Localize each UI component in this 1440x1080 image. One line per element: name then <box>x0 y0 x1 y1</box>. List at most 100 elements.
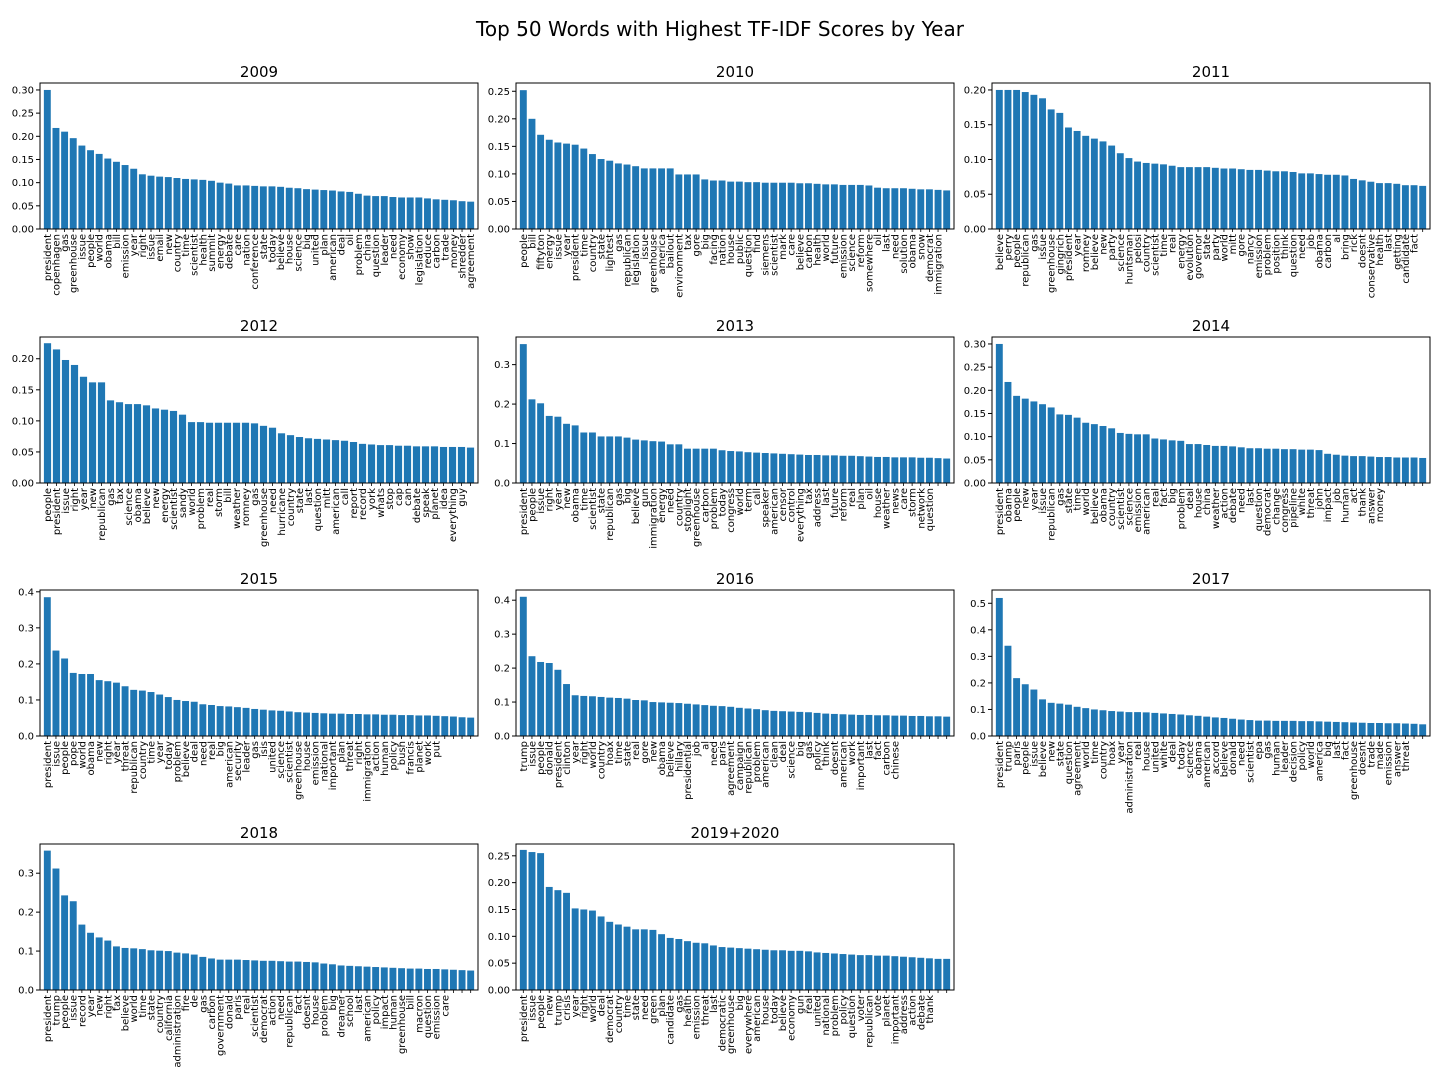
x-tick-label: year <box>1116 740 1127 763</box>
x-tick-label: house <box>1194 488 1205 518</box>
x-tick-label: believe <box>795 234 806 270</box>
x-tick-label: national <box>821 995 832 1036</box>
x-tick-label: united <box>267 741 278 773</box>
bar <box>874 715 882 736</box>
x-tick-label: epa <box>1254 741 1265 760</box>
bar <box>320 713 328 736</box>
x-tick-label: mark <box>778 234 789 260</box>
x-tick-label: whats <box>376 488 387 518</box>
x-tick-label: important <box>856 741 867 790</box>
bar <box>563 143 570 229</box>
bar <box>1263 170 1271 229</box>
bar <box>1099 710 1107 736</box>
bar <box>995 597 1003 736</box>
x-tick-label: fact <box>1340 741 1351 760</box>
x-tick-label: year <box>571 994 582 1017</box>
bar <box>337 713 345 736</box>
x-tick-label: american <box>328 234 339 281</box>
x-tick-label: fact <box>873 741 884 760</box>
x-tick-label: gas <box>250 488 261 506</box>
bar <box>458 201 466 229</box>
x-tick-label: thank <box>1358 488 1369 517</box>
bar <box>545 139 553 229</box>
bar <box>233 185 241 229</box>
bar <box>1082 708 1090 736</box>
bar <box>1185 444 1193 483</box>
x-tick-label: lightest <box>605 234 616 272</box>
bar <box>640 700 648 736</box>
bar <box>1332 721 1340 736</box>
bar <box>1004 89 1012 229</box>
bar <box>424 715 431 736</box>
subplot-title: 2018 <box>240 824 278 842</box>
bar <box>537 134 545 229</box>
bar <box>1116 153 1124 229</box>
x-tick-label: republican <box>605 488 616 541</box>
bar <box>346 191 354 229</box>
bar <box>52 650 60 736</box>
bar <box>848 954 856 990</box>
x-tick-label: people <box>527 488 538 522</box>
x-tick-label: debate <box>224 234 235 269</box>
x-tick-label: gore <box>692 234 703 257</box>
bar <box>69 901 77 990</box>
bar <box>943 958 951 990</box>
bar <box>415 715 423 736</box>
bar <box>865 456 873 483</box>
bar <box>891 188 899 229</box>
bar <box>623 437 631 483</box>
bar <box>1350 722 1358 736</box>
bar <box>623 926 631 990</box>
bar <box>822 184 830 229</box>
bar <box>225 183 233 229</box>
bar <box>1021 684 1029 736</box>
bar <box>61 131 69 229</box>
x-tick-label: plan <box>657 995 668 1017</box>
bar <box>658 168 666 229</box>
bar <box>285 961 293 990</box>
x-tick-label: hurricane <box>277 488 288 536</box>
bar <box>563 684 570 736</box>
x-tick-label: clinton <box>562 741 573 775</box>
x-tick-label: sandy <box>178 488 189 518</box>
x-tick-label: believe <box>631 488 642 524</box>
bar <box>1116 432 1124 483</box>
y-tick-label: 0.10 <box>964 432 986 443</box>
bar <box>104 681 112 736</box>
bar <box>424 198 431 229</box>
x-tick-label: last <box>1245 488 1256 506</box>
subplot-2011: 20110.000.050.100.150.20believeperrypeop… <box>964 63 1431 298</box>
x-tick-label: guy <box>457 488 468 507</box>
x-tick-label: tax <box>115 488 126 504</box>
bar <box>1099 141 1107 229</box>
bar <box>311 962 319 990</box>
bar <box>804 951 812 990</box>
x-tick-label: problem <box>354 234 365 275</box>
x-tick-label: work <box>847 741 858 765</box>
y-tick-label: 0.25 <box>488 87 510 98</box>
x-tick-label: legislation <box>414 234 425 285</box>
bar <box>796 454 804 483</box>
bar <box>830 184 838 229</box>
bar <box>675 703 683 736</box>
x-tick-label: reform <box>856 234 867 267</box>
bar <box>52 127 60 229</box>
x-tick-label: bailout <box>666 234 677 268</box>
x-tick-label: question <box>423 995 434 1038</box>
bar <box>216 706 224 736</box>
y-tick-label: 0.15 <box>488 142 510 153</box>
bar <box>1142 162 1150 229</box>
bar <box>796 950 804 990</box>
x-tick-label: oil <box>345 234 356 246</box>
bar <box>95 937 103 990</box>
bar <box>78 145 86 229</box>
bar <box>900 188 907 229</box>
x-tick-label: planet <box>882 995 893 1027</box>
x-tick-label: president <box>43 741 54 788</box>
x-tick-label: republican <box>129 741 140 794</box>
y-tick-label: 0.20 <box>488 114 510 125</box>
x-tick-label: scientist <box>1245 741 1256 783</box>
bar <box>796 711 804 736</box>
x-tick-label: question <box>1289 234 1300 277</box>
